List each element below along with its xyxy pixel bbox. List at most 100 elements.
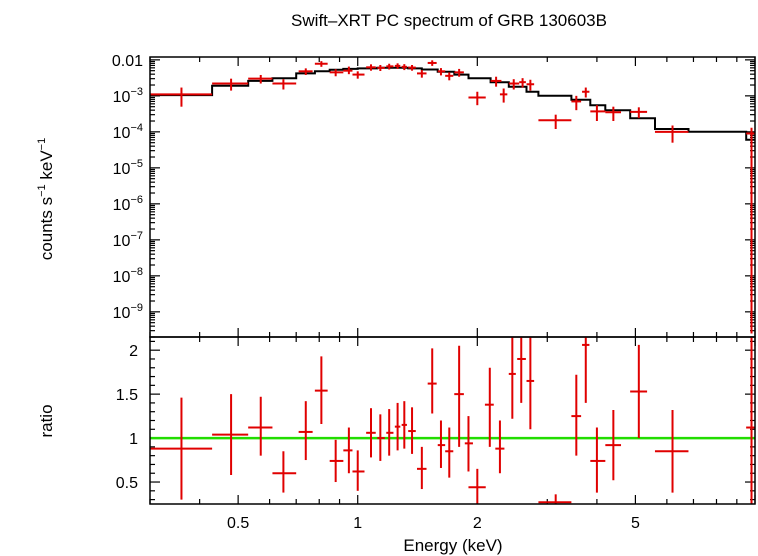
data-point [394, 63, 401, 69]
data-point [454, 68, 464, 77]
data-point [394, 402, 401, 451]
y-tick-label: 1.5 [116, 387, 138, 404]
x-tick-label: 1 [353, 515, 362, 532]
y-tick-label: 2 [129, 343, 138, 360]
data-point [343, 66, 353, 75]
data-point [150, 397, 213, 500]
data-point [272, 79, 297, 90]
data-point [590, 105, 606, 122]
data-point [495, 420, 505, 474]
data-point [377, 64, 385, 72]
data-point [571, 374, 582, 456]
data-point [366, 408, 376, 458]
data-point [468, 468, 486, 504]
data-point [352, 450, 365, 491]
data-point [526, 79, 535, 91]
data-point [630, 344, 648, 439]
ratio-panel: 0.5 1 1.5 2 ratio [37, 336, 756, 505]
data-point [499, 88, 508, 103]
spectrum-ticks [149, 57, 756, 338]
data-point [248, 396, 273, 456]
data-point [150, 87, 213, 107]
chart-title: Swift–XRT PC spectrum of GRB 130603B [291, 11, 607, 30]
y-tick-label: 10−4 [113, 122, 143, 142]
data-point [377, 414, 385, 461]
data-point [517, 337, 526, 403]
spectrum-y-label: counts s−1 keV−1 [36, 138, 56, 260]
data-point [329, 69, 344, 77]
data-point [408, 407, 416, 454]
data-point [484, 367, 494, 447]
data-point [654, 409, 689, 493]
data-point [538, 494, 572, 504]
x-tick-labels: 0.5 1 2 5 [227, 515, 640, 532]
y-tick-label: 0.5 [116, 475, 138, 492]
spectrum-y-tick-labels: 0.01 10−3 10−4 10−5 10−6 10−7 10−8 10−9 [112, 53, 143, 322]
ratio-y-label: ratio [37, 404, 56, 437]
data-point [314, 61, 328, 67]
data-point [654, 125, 689, 143]
data-point [468, 91, 486, 106]
ratio-data [150, 337, 755, 504]
spectrum-frame [149, 56, 756, 338]
x-tick-label: 2 [473, 515, 482, 532]
data-point [571, 95, 582, 111]
data-point [212, 394, 249, 475]
data-point [298, 401, 313, 461]
data-point [298, 68, 313, 75]
data-point [508, 337, 516, 419]
ratio-y-tick-labels: 0.5 1 1.5 2 [116, 343, 138, 492]
data-point [417, 70, 427, 78]
ratio-ticks [149, 337, 756, 504]
spectrum-data [150, 60, 755, 334]
model-curve [150, 66, 755, 141]
data-point [408, 64, 416, 71]
data-point [746, 127, 755, 334]
data-point [630, 107, 648, 119]
y-tick-label: 1 [129, 431, 138, 448]
y-tick-label: 10−7 [113, 230, 143, 250]
data-point [212, 78, 249, 91]
ratio-frame [149, 336, 756, 505]
data-point [366, 64, 376, 71]
data-point [605, 409, 622, 481]
data-point [464, 416, 473, 472]
x-axis-label: Energy (keV) [403, 536, 502, 555]
data-point [746, 337, 755, 504]
y-tick-label: 10−5 [113, 158, 143, 178]
data-point [490, 76, 502, 87]
x-tick-label: 0.5 [227, 515, 249, 532]
data-point [437, 68, 446, 76]
y-tick-label: 10−3 [113, 86, 143, 106]
data-point [519, 78, 526, 88]
y-tick-label: 0.01 [112, 53, 143, 70]
data-point [343, 427, 353, 474]
data-point [314, 356, 328, 425]
data-point [352, 71, 365, 79]
data-point [538, 114, 572, 129]
data-point [582, 337, 590, 403]
data-point [401, 64, 407, 71]
data-point [248, 74, 273, 84]
data-point [590, 427, 606, 493]
data-point [454, 345, 464, 447]
data-point [417, 446, 427, 490]
data-point [329, 439, 344, 483]
model-step-line [150, 66, 755, 141]
data-point [437, 420, 446, 468]
data-point [582, 87, 590, 98]
data-point [427, 60, 437, 66]
data-point [445, 427, 454, 478]
data-point [526, 337, 535, 430]
data-point [508, 79, 520, 90]
x-tick-label: 5 [631, 515, 640, 532]
data-point [386, 63, 394, 70]
y-tick-label: 10−8 [113, 266, 143, 286]
data-point [272, 451, 297, 493]
data-point [605, 106, 622, 122]
spectrum-panel: 0.01 10−3 10−4 10−5 10−6 10−7 10−8 10−9 counts … [36, 53, 756, 338]
data-point [386, 409, 394, 456]
y-tick-label: 10−6 [113, 194, 143, 214]
data-point [427, 348, 437, 414]
